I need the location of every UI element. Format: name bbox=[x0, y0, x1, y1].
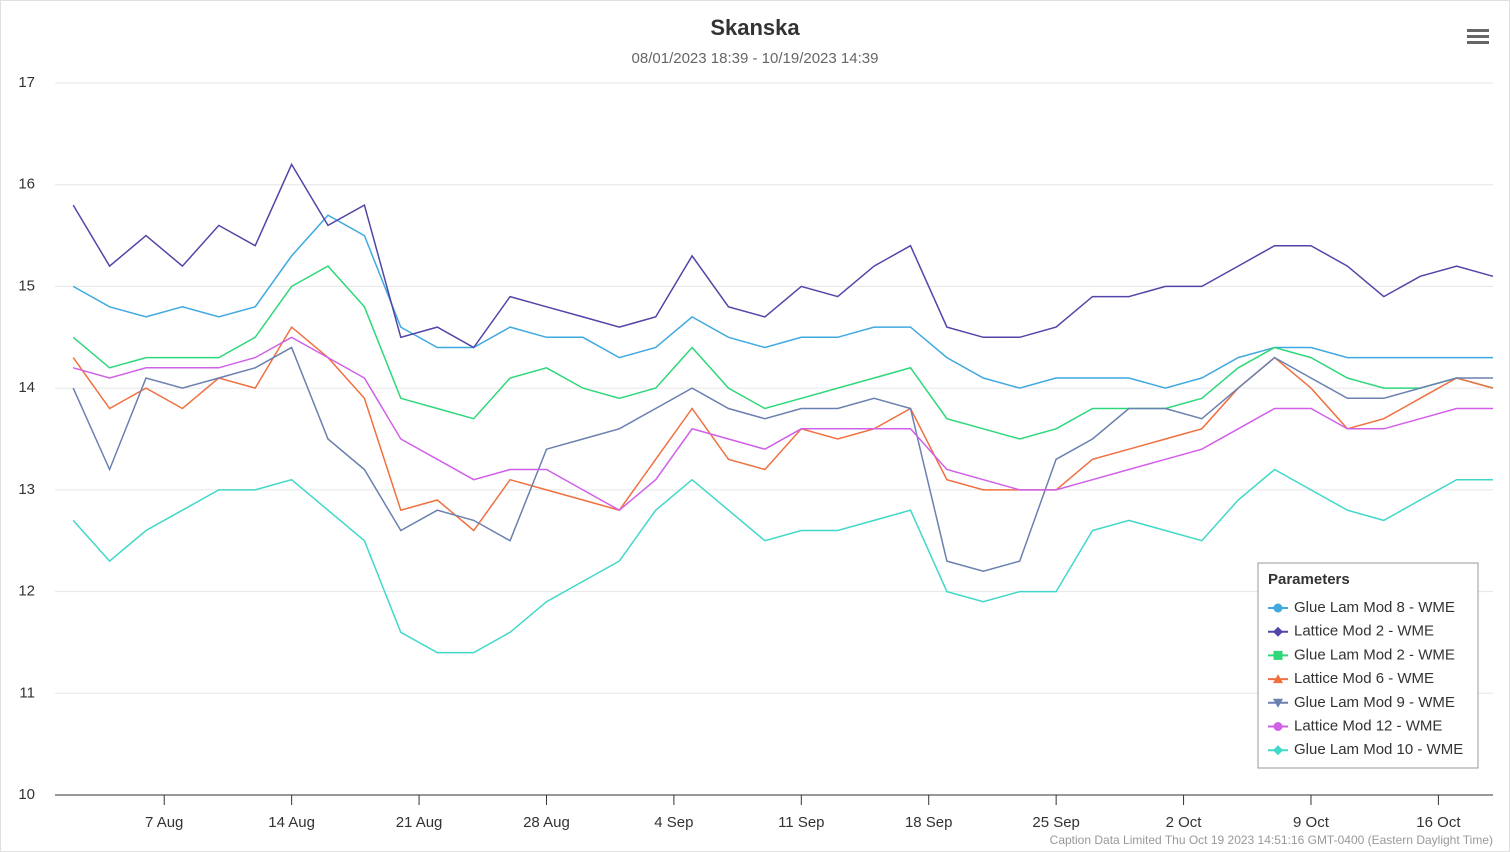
credits: Caption Data Limited Thu Oct 19 2023 14:… bbox=[1050, 833, 1493, 847]
legend-item[interactable]: Glue Lam Mod 2 - WME bbox=[1294, 646, 1455, 663]
x-tick-label: 21 Aug bbox=[396, 814, 443, 831]
series-line bbox=[72, 336, 1493, 512]
x-tick-label: 25 Sep bbox=[1032, 814, 1080, 831]
series-line bbox=[72, 346, 1493, 572]
menu-bar bbox=[1467, 41, 1489, 44]
legend-marker bbox=[1273, 674, 1283, 684]
series-line bbox=[72, 214, 1493, 389]
legend-label: Lattice Mod 6 - WME bbox=[1294, 670, 1434, 687]
legend-marker bbox=[1273, 650, 1283, 660]
legend-label: Glue Lam Mod 9 - WME bbox=[1294, 694, 1455, 711]
legend-item[interactable]: Glue Lam Mod 8 - WME bbox=[1294, 599, 1455, 616]
chart-subtitle: 08/01/2023 18:39 - 10/19/2023 14:39 bbox=[632, 50, 879, 67]
legend-item[interactable]: Glue Lam Mod 9 - WME bbox=[1294, 694, 1455, 711]
x-tick-label: 14 Aug bbox=[268, 814, 315, 831]
x-tick-label: 7 Aug bbox=[145, 814, 183, 831]
legend-item[interactable]: Lattice Mod 12 - WME bbox=[1294, 717, 1442, 734]
series-line bbox=[72, 468, 1493, 654]
legend-label: Glue Lam Mod 2 - WME bbox=[1294, 646, 1455, 663]
y-tick-label: 12 bbox=[18, 583, 35, 600]
y-tick-label: 16 bbox=[18, 176, 35, 193]
menu-bar bbox=[1467, 35, 1489, 38]
legend-item[interactable]: Lattice Mod 6 - WME bbox=[1294, 670, 1434, 687]
x-tick-label: 2 Oct bbox=[1166, 814, 1203, 831]
series-line bbox=[72, 265, 1494, 440]
legend-marker bbox=[1273, 626, 1283, 637]
y-tick-label: 11 bbox=[19, 684, 35, 701]
y-tick-label: 13 bbox=[18, 481, 35, 498]
legend-label: Lattice Mod 2 - WME bbox=[1294, 623, 1434, 640]
y-tick-label: 15 bbox=[18, 277, 35, 294]
legend-title: Parameters bbox=[1268, 571, 1350, 588]
x-tick-label: 4 Sep bbox=[654, 814, 693, 831]
legend-marker bbox=[1273, 603, 1283, 613]
series-line bbox=[72, 162, 1494, 349]
y-tick-label: 10 bbox=[18, 786, 35, 803]
legend-marker bbox=[1273, 745, 1283, 756]
legend-item[interactable]: Glue Lam Mod 10 - WME bbox=[1294, 741, 1463, 758]
legend-box bbox=[1257, 562, 1479, 769]
legend-marker bbox=[1273, 722, 1283, 731]
menu-button[interactable] bbox=[1462, 22, 1494, 50]
legend-marker bbox=[1273, 698, 1283, 708]
legend-item[interactable]: Lattice Mod 2 - WME bbox=[1294, 623, 1434, 640]
legend-label: Lattice Mod 12 - WME bbox=[1294, 717, 1442, 734]
legend-label: Glue Lam Mod 8 - WME bbox=[1294, 599, 1455, 616]
x-tick-label: 9 Oct bbox=[1293, 814, 1330, 831]
chart-title: Skanska bbox=[710, 15, 800, 40]
x-tick-label: 18 Sep bbox=[905, 814, 953, 831]
y-tick-label: 14 bbox=[18, 379, 35, 396]
x-tick-label: 11 Sep bbox=[778, 814, 824, 831]
x-tick-label: 28 Aug bbox=[523, 814, 570, 831]
x-tick-label: 16 Oct bbox=[1416, 814, 1461, 831]
legend-label: Glue Lam Mod 10 - WME bbox=[1294, 741, 1463, 758]
y-tick-label: 17 bbox=[18, 74, 35, 91]
menu-bar bbox=[1467, 29, 1489, 32]
